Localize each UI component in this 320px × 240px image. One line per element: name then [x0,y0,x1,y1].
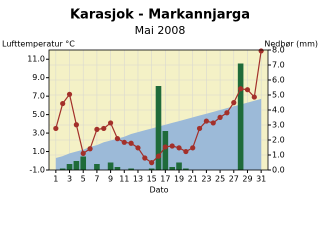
y2-tick-label: 3.0 [272,121,285,130]
x-tick-label: 1 [53,175,58,184]
point [135,145,141,151]
point [121,139,127,145]
y-tick-label: 9.0 [32,73,45,82]
point [169,143,175,149]
bar [155,86,162,170]
point [210,120,216,126]
y-tick-label: -1.0 [29,166,45,175]
x-tick-label: 29 [242,175,252,184]
bar [80,156,87,170]
point [217,114,223,120]
chart: Karasjok - Markannjarga Mai 2008 Lufttem… [2,8,318,195]
point [244,87,251,93]
x-tick-label: 7 [94,175,99,184]
point [203,118,210,124]
point [101,125,107,132]
y2-tick-label: 4.0 [272,106,285,115]
y2-tick-label: 0.0 [272,166,285,175]
y2-tick-label: 7.0 [272,61,285,70]
point [176,145,182,151]
point [73,122,79,128]
point [128,140,134,146]
point [190,145,196,151]
y2-tick-label: 5.0 [272,91,285,100]
x-tick-label: 17 [160,175,170,184]
x-tick-label: 11 [119,175,129,184]
point [183,148,189,155]
x-tick-label: 31 [256,175,266,184]
bar [169,167,175,170]
x-tick-label: 9 [108,175,113,184]
x-axis-label: Dato [149,186,168,195]
bar [114,167,121,170]
x-tick-label: 21 [188,175,198,184]
y2-axis-label: Nedbør (mm) [264,40,318,49]
point [251,94,257,100]
bar [59,168,66,170]
point [94,126,100,132]
y2-tick-label: 2.0 [272,136,285,145]
x-tick-label: 5 [81,175,86,184]
point [196,125,203,132]
bar [128,168,134,170]
point [87,146,93,152]
y-tick-label: 11.0 [27,55,45,64]
y2-tick-label: 8.0 [272,46,285,55]
y-tick-label: 7.0 [32,92,45,101]
y-axis-label: Lufttemperatur °C [2,40,75,49]
point [231,100,237,106]
bar [94,164,100,170]
plot-frame [48,49,269,171]
y2-tick-label: 1.0 [272,151,285,160]
y-tick-label: 3.0 [32,129,45,138]
point [258,48,264,54]
x-tick-label: 3 [67,175,72,184]
point [107,120,114,126]
bar [148,168,155,170]
point [53,125,59,132]
x-tick-label: 27 [229,175,239,184]
chart-subtitle: Mai 2008 [135,24,186,37]
point [162,144,168,150]
point [80,150,86,156]
point [60,100,66,107]
bar [73,161,80,170]
point [149,160,155,166]
bar [162,131,169,170]
x-tick-label: 15 [147,175,157,184]
bar [237,63,244,170]
point [155,153,162,159]
y-tick-label: 5.0 [32,110,45,119]
bar [176,162,182,170]
point [114,136,121,142]
bar [66,164,73,170]
bar [107,162,114,170]
point [142,155,148,161]
y-tick-label: 1.0 [32,147,45,156]
bar [183,168,189,170]
x-tick-label: 13 [133,175,143,184]
x-tick-label: 19 [174,175,184,184]
point [238,86,244,92]
point [66,91,73,97]
chart-title: Karasjok - Markannjarga [70,8,250,23]
x-tick-label: 23 [201,175,211,184]
x-tick-label: 25 [215,175,225,184]
point [224,110,230,116]
y2-tick-label: 6.0 [272,76,285,85]
